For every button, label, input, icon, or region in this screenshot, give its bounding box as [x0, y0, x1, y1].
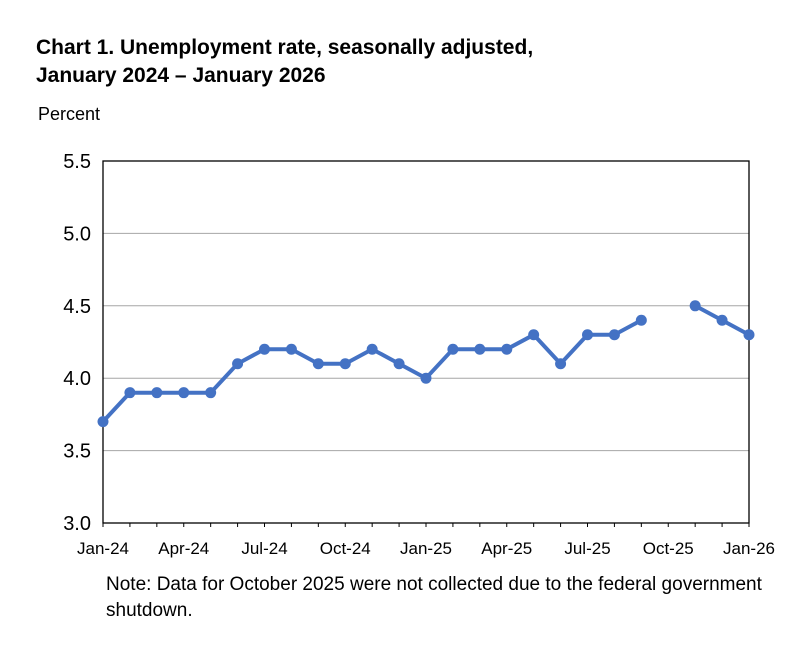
chart-note: Note: Data for October 2025 were not col… [106, 574, 762, 621]
chart-title-line-1: Chart 1. Unemployment rate, seasonally a… [36, 36, 534, 59]
series-points [97, 300, 755, 428]
x-tick-label: Oct-24 [320, 539, 371, 558]
x-tick-label: Jul-24 [241, 539, 287, 558]
y-tick-label: 3.5 [63, 441, 91, 463]
series-lines [101, 303, 751, 424]
data-point [366, 343, 378, 355]
x-tick-label: Jan-24 [77, 539, 129, 558]
data-point [232, 358, 244, 370]
data-point [312, 358, 324, 370]
data-point [689, 300, 701, 312]
data-point [528, 329, 540, 341]
x-axis-ticks: Jan-24 Apr-24 Jul-24 Oct-24 Jan-25 Apr-25 Jul-… [77, 523, 775, 558]
data-point [393, 358, 405, 370]
x-tick-label: Jan-25 [400, 539, 452, 558]
data-point [205, 387, 217, 399]
plot-area-border [102, 160, 750, 524]
chart-title: Chart 1. Unemployment rate, seasonally a… [36, 34, 533, 90]
y-tick-label: 4.0 [63, 368, 91, 390]
y-axis-unit-label: Percent [38, 104, 101, 124]
data-point [447, 343, 459, 355]
y-axis-ticks: 3.0 3.5 4.0 4.5 5.0 5.5 [63, 151, 91, 535]
data-point [743, 329, 755, 341]
data-point [285, 343, 297, 355]
data-point [608, 329, 620, 341]
data-point [124, 387, 136, 399]
data-point [635, 314, 647, 326]
data-point [420, 372, 432, 384]
y-tick-label: 5.0 [63, 223, 91, 245]
chart-title-line-2: January 2024 – January 2026 [36, 64, 326, 87]
data-point [178, 387, 190, 399]
data-point [582, 329, 593, 341]
x-tick-label: Apr-25 [481, 539, 532, 558]
series-line-segment [101, 318, 644, 424]
y-tick-label: 5.5 [63, 151, 91, 173]
x-tick-label: Jul-25 [564, 539, 610, 558]
data-point [97, 416, 109, 428]
x-tick-label: Apr-24 [158, 539, 209, 558]
gridlines [103, 232, 749, 452]
data-point [555, 358, 567, 370]
data-point [259, 343, 270, 355]
x-tick-label: Oct-25 [643, 539, 694, 558]
data-point [501, 343, 513, 355]
data-point [151, 387, 163, 399]
y-tick-label: 4.5 [63, 296, 91, 318]
data-point [339, 358, 351, 370]
x-tick-label: Jan-26 [723, 539, 775, 558]
data-point [716, 314, 728, 326]
y-tick-label: 3.0 [63, 513, 91, 535]
data-point [474, 343, 486, 355]
